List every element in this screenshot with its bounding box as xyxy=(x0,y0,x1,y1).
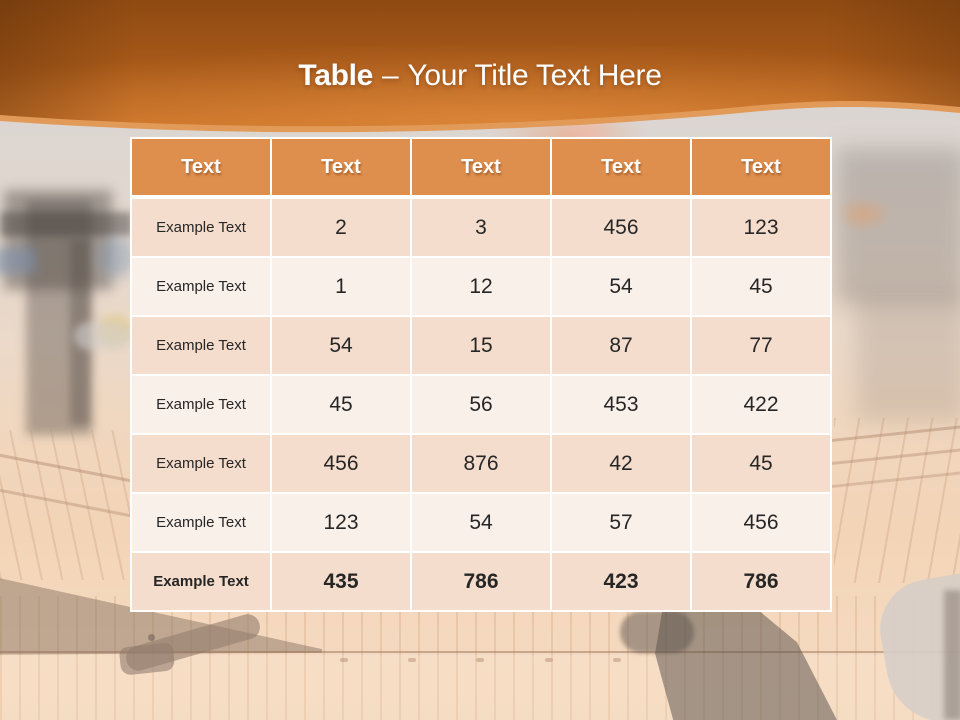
title-keyword: Table xyxy=(298,59,374,92)
table-cell: 456 xyxy=(692,494,830,551)
lane-marker-dot xyxy=(476,658,484,662)
table-cell: 45 xyxy=(272,376,410,433)
title-dash: – xyxy=(382,59,399,92)
table-cell: Example Text xyxy=(132,553,270,610)
lane-foul-line xyxy=(0,651,960,653)
table-cell: 422 xyxy=(692,376,830,433)
table-cell: 54 xyxy=(552,258,690,315)
bowling-photo-warm-glow xyxy=(834,196,892,232)
lane-marker-dot xyxy=(545,658,553,662)
table-header-cell: Text xyxy=(552,139,690,195)
table-header-row: Text Text Text Text Text xyxy=(132,139,830,195)
bowling-photo-dark-blur-right xyxy=(856,292,960,422)
table-cell: 42 xyxy=(552,435,690,492)
table-header-cell: Text xyxy=(692,139,830,195)
table-header-cell: Text xyxy=(272,139,410,195)
table-cell: 123 xyxy=(692,199,830,256)
table-cell: Example Text xyxy=(132,435,270,492)
table-header-cell: Text xyxy=(132,139,270,195)
table-cell: 54 xyxy=(272,317,410,374)
table-cell: 786 xyxy=(692,553,830,610)
bowling-photo-blue-reflection xyxy=(98,236,134,278)
lane-stripes-left xyxy=(0,430,132,580)
ball-return-hole xyxy=(148,634,155,641)
table-cell: 57 xyxy=(552,494,690,551)
bowling-photo-gray-shape xyxy=(74,322,130,350)
table-cell: 56 xyxy=(412,376,550,433)
table-cell: Example Text xyxy=(132,258,270,315)
table-cell: 456 xyxy=(272,435,410,492)
table-cell: 3 xyxy=(412,199,550,256)
table-cell: 1 xyxy=(272,258,410,315)
table-cell: 453 xyxy=(552,376,690,433)
slide-title: Table – Your Title Text Here xyxy=(0,54,960,98)
table-cell: 423 xyxy=(552,553,690,610)
table-cell: Example Text xyxy=(132,376,270,433)
table-cell: 15 xyxy=(412,317,550,374)
table-cell: Example Text xyxy=(132,199,270,256)
table-cell: 456 xyxy=(552,199,690,256)
lane-marker-dot xyxy=(340,658,348,662)
title-text: Your Title Text Here xyxy=(407,59,662,92)
table-cell: 45 xyxy=(692,258,830,315)
data-table: Text Text Text Text Text Example Text 2 … xyxy=(130,137,832,612)
bowling-photo-blue-reflection xyxy=(0,248,36,274)
table-cell: Example Text xyxy=(132,494,270,551)
lane-stripes-right xyxy=(834,418,960,583)
table-cell: 54 xyxy=(412,494,550,551)
table-body: Example Text 2 3 456 123 Example Text 1 … xyxy=(132,199,830,610)
table-header-cell: Text xyxy=(412,139,550,195)
table-cell: Example Text xyxy=(132,317,270,374)
table-cell: 435 xyxy=(272,553,410,610)
title-band xyxy=(0,0,960,133)
lane-marker-dot xyxy=(408,658,416,662)
table-cell: 2 xyxy=(272,199,410,256)
bowling-photo-crossbar-blur xyxy=(0,212,132,236)
table-cell: 12 xyxy=(412,258,550,315)
table-cell: 786 xyxy=(412,553,550,610)
table-cell: 876 xyxy=(412,435,550,492)
bowling-photo-pillar-blur xyxy=(26,200,92,435)
table-cell: 123 xyxy=(272,494,410,551)
table-cell: 45 xyxy=(692,435,830,492)
table-cell: 87 xyxy=(552,317,690,374)
machine-shadow-right xyxy=(944,590,960,720)
table-cell: 77 xyxy=(692,317,830,374)
lane-marker-dot xyxy=(613,658,621,662)
